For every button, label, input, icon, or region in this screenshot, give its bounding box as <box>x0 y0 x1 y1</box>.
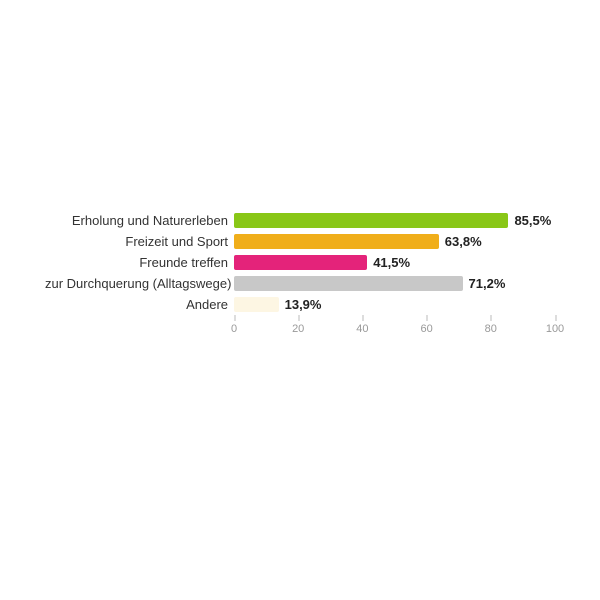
value-label: 63,8% <box>439 231 482 252</box>
bar <box>234 213 508 228</box>
bar <box>234 297 279 312</box>
bar-row: Freunde treffen 41,5% <box>45 252 555 273</box>
category-label: Freizeit und Sport <box>45 234 234 249</box>
value-label: 13,9% <box>279 294 322 315</box>
category-label: Freunde treffen <box>45 255 234 270</box>
x-tick-mark <box>298 315 299 321</box>
bar <box>234 255 367 270</box>
x-tick-label: 80 <box>485 323 497 335</box>
category-label: Andere <box>45 297 234 312</box>
category-label: Erholung und Naturerleben <box>45 213 234 228</box>
x-tick-label: 60 <box>420 323 432 335</box>
horizontal-bar-chart: Erholung und Naturerleben85,5%Freizeit u… <box>45 210 555 341</box>
bar <box>234 276 463 291</box>
bar-track: 63,8% <box>234 231 555 252</box>
bar-track: 71,2% <box>234 273 555 294</box>
value-label: 71,2% <box>463 273 506 294</box>
x-tick-mark <box>427 315 428 321</box>
bar <box>234 234 439 249</box>
bar-row: Erholung und Naturerleben 85,5% <box>45 210 555 231</box>
x-tick-mark <box>362 315 363 321</box>
x-tick-label: 20 <box>292 323 304 335</box>
x-axis: 020406080100 <box>45 315 555 341</box>
x-tick-mark <box>234 315 235 321</box>
bar-row: Andere 13,9% <box>45 294 555 315</box>
bar-row: zur Durchquerung (Alltagswege) 71,2% <box>45 273 555 294</box>
bar-track: 13,9% <box>234 294 555 315</box>
bar-row: Freizeit und Sport 63,8% <box>45 231 555 252</box>
x-tick-label: 100 <box>546 323 564 335</box>
x-tick-label: 40 <box>356 323 368 335</box>
x-tick-mark <box>491 315 492 321</box>
x-tick-mark <box>555 315 556 321</box>
category-label: zur Durchquerung (Alltagswege) <box>45 276 234 291</box>
bar-track: 85,5% <box>234 210 555 231</box>
value-label: 41,5% <box>367 252 410 273</box>
x-tick-label: 0 <box>231 323 237 335</box>
bar-track: 41,5% <box>234 252 555 273</box>
value-label: 85,5% <box>508 210 551 231</box>
